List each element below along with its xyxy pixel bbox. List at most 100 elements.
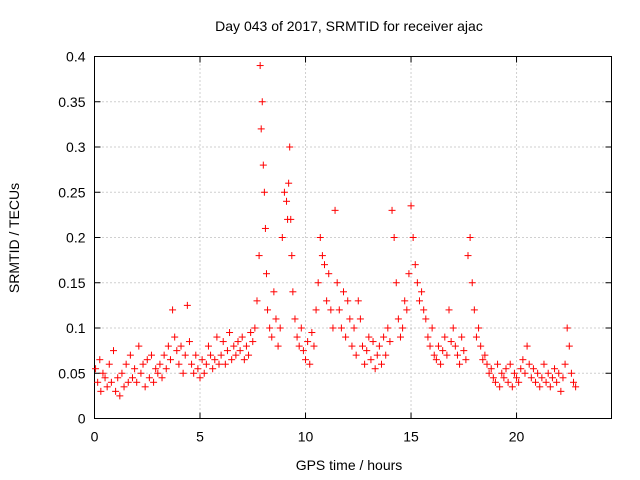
- x-tick-label: 10: [298, 429, 314, 445]
- data-point: [561, 360, 569, 368]
- data-point: [209, 365, 217, 373]
- data-point: [513, 374, 521, 382]
- data-point: [245, 351, 253, 359]
- data-point: [373, 351, 381, 359]
- data-point: [487, 365, 495, 373]
- data-point: [190, 369, 198, 377]
- data-point: [500, 374, 508, 382]
- data-point: [485, 369, 493, 377]
- data-point: [515, 378, 523, 386]
- data-point: [331, 206, 339, 214]
- data-point: [365, 333, 373, 341]
- data-point: [289, 288, 297, 296]
- data-point: [496, 383, 504, 391]
- data-point: [377, 360, 385, 368]
- data-point: [97, 387, 105, 395]
- data-point: [555, 369, 563, 377]
- y-tick-label: 0.3: [66, 139, 86, 155]
- data-point: [223, 347, 231, 355]
- y-tick-label: 0: [78, 411, 86, 427]
- data-point: [382, 351, 390, 359]
- data-point: [527, 374, 535, 382]
- grid: [94, 56, 612, 419]
- data-point: [403, 306, 411, 314]
- data-point: [399, 324, 407, 332]
- data-point: [147, 351, 155, 359]
- data-point: [422, 315, 430, 323]
- data-point: [131, 365, 139, 373]
- data-point: [198, 356, 206, 364]
- data-point: [122, 360, 130, 368]
- data-point: [99, 369, 107, 377]
- data-point: [302, 356, 310, 364]
- data-point: [553, 378, 561, 386]
- data-point: [280, 188, 288, 196]
- data-point: [256, 62, 264, 70]
- data-point: [424, 333, 432, 341]
- data-point: [329, 324, 337, 332]
- data-point: [316, 234, 324, 241]
- data-point: [202, 360, 210, 368]
- data-point: [236, 347, 244, 355]
- data-point: [150, 378, 158, 386]
- data-point: [207, 351, 215, 359]
- data-point: [135, 342, 143, 350]
- data-point: [308, 329, 316, 337]
- data-point: [283, 197, 291, 205]
- data-point: [234, 338, 242, 346]
- data-point: [152, 365, 160, 373]
- data-point: [278, 234, 286, 241]
- data-point: [361, 360, 369, 368]
- data-point: [169, 306, 177, 314]
- data-point: [477, 342, 485, 350]
- data-point: [464, 252, 472, 260]
- data-point: [262, 270, 270, 278]
- data-point: [310, 342, 318, 350]
- data-point: [542, 378, 550, 386]
- data-point: [126, 351, 134, 359]
- data-point: [158, 374, 166, 382]
- data-point: [392, 279, 400, 287]
- data-point: [481, 351, 489, 359]
- data-point: [354, 297, 362, 305]
- data-point: [92, 365, 100, 373]
- data-point: [94, 378, 102, 386]
- data-point: [536, 383, 544, 391]
- data-point: [154, 369, 162, 377]
- data-point: [137, 369, 145, 377]
- data-point: [304, 338, 312, 346]
- x-tick-label: 20: [509, 429, 525, 445]
- y-tick-label: 0.15: [58, 275, 85, 291]
- data-point: [517, 365, 525, 373]
- data-point: [276, 324, 284, 332]
- data-point: [293, 333, 301, 341]
- data-point: [534, 369, 542, 377]
- data-point: [141, 383, 149, 391]
- data-point: [145, 374, 153, 382]
- data-point: [567, 369, 575, 377]
- data-point: [462, 356, 470, 364]
- data-point: [460, 347, 468, 355]
- data-point: [139, 360, 147, 368]
- data-point: [162, 365, 170, 373]
- data-point: [128, 374, 136, 382]
- y-tick-label: 0.25: [58, 184, 85, 200]
- data-point: [114, 374, 122, 382]
- data-point: [215, 360, 223, 368]
- data-point: [297, 324, 305, 332]
- data-point: [483, 360, 491, 368]
- y-tick-label: 0.4: [66, 49, 86, 65]
- data-point: [253, 297, 261, 305]
- data-point: [333, 279, 341, 287]
- data-point: [285, 179, 293, 187]
- data-point: [396, 333, 404, 341]
- data-point: [258, 98, 266, 106]
- x-tick-label: 0: [91, 429, 99, 445]
- data-point: [257, 125, 265, 133]
- data-point: [529, 365, 537, 373]
- data-point: [204, 342, 212, 350]
- data-point: [133, 378, 141, 386]
- data-point: [264, 306, 272, 314]
- data-point: [443, 351, 451, 359]
